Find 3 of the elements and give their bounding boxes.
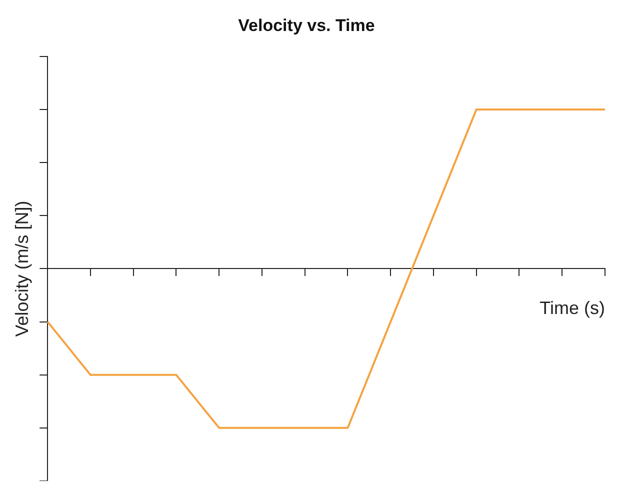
y-axis-title: Velocity (m/s [N]): [12, 200, 32, 337]
x-axis-title: Time (s): [540, 298, 605, 318]
chart-title: Velocity vs. Time: [238, 16, 375, 35]
